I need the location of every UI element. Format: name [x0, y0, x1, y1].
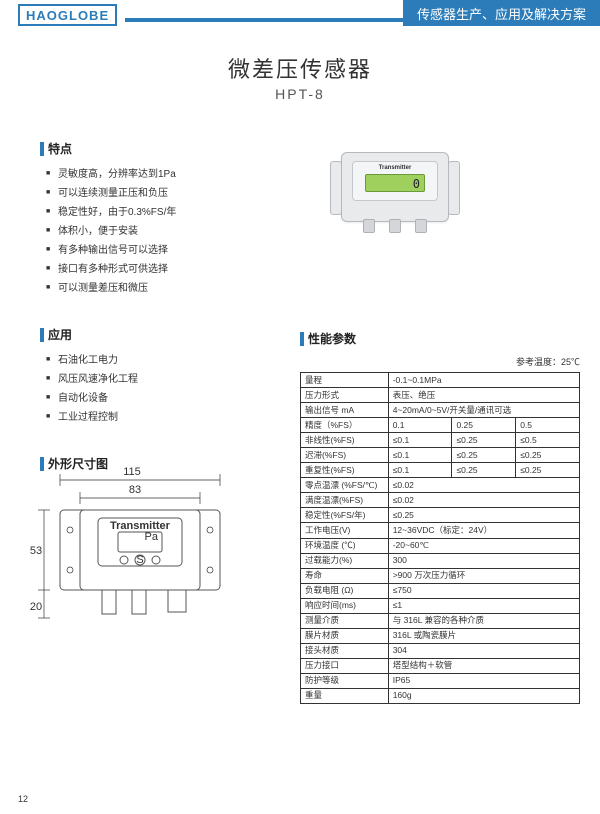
- dimension-drawing: 115 83 Transmitter Pa S 53 20: [20, 460, 250, 660]
- feature-item: 有多种输出信号可以选择: [46, 241, 300, 260]
- device-brand-label: Transmitter: [353, 165, 437, 171]
- spec-label: 膜片材质: [301, 628, 389, 643]
- spec-label: 防护等级: [301, 673, 389, 688]
- spec-value: 4~20mA/0~5V/开关量/通讯可选: [388, 403, 579, 418]
- spec-value: 与 316L 兼容的各种介质: [388, 613, 579, 628]
- application-item: 风压风速净化工程: [46, 370, 300, 389]
- applications-list: 石油化工电力 风压风速净化工程 自动化设备 工业过程控制: [40, 351, 300, 427]
- application-item: 工业过程控制: [46, 408, 300, 427]
- spec-value: ≤1: [388, 598, 579, 613]
- spec-label: 过载能力(%): [301, 553, 389, 568]
- spec-value: ≤0.25: [452, 433, 516, 448]
- spec-label: 寿命: [301, 568, 389, 583]
- spec-label: 接头材质: [301, 643, 389, 658]
- header-subtitle: 传感器生产、应用及解决方案: [403, 0, 600, 26]
- specs-note: 参考温度：25℃: [300, 355, 580, 368]
- feature-item: 灵敏度高，分辨率达到1Pa: [46, 165, 300, 184]
- spec-value: ≤0.25: [452, 448, 516, 463]
- feature-item: 接口有多种形式可供选择: [46, 260, 300, 279]
- device-brand-label-drawing: Transmitter: [110, 520, 171, 532]
- features-section: 特点 灵敏度高，分辨率达到1Pa 可以连续测量正压和负压 稳定性好，由于0.3%…: [40, 140, 300, 298]
- spec-label: 工作电压(V): [301, 523, 389, 538]
- page-header: HAOGLOBE 传感器生产、应用及解决方案: [0, 0, 600, 26]
- spec-value: ≤0.1: [388, 463, 452, 478]
- spec-label: 重复性(%FS): [301, 463, 389, 478]
- feature-item: 体积小，便于安装: [46, 222, 300, 241]
- spec-label: 响应时间(ms): [301, 598, 389, 613]
- spec-value: ≤0.25: [516, 448, 580, 463]
- dim-w-outer: 115: [123, 466, 141, 478]
- page-number: 12: [18, 794, 28, 804]
- port-icon: [389, 219, 401, 233]
- port-icon: [415, 219, 427, 233]
- spec-label: 迟滞(%FS): [301, 448, 389, 463]
- spec-label: 零点温漂 (%FS/℃): [301, 478, 389, 493]
- spec-value: ≤0.25: [516, 463, 580, 478]
- spec-label: 满度温漂(%FS): [301, 493, 389, 508]
- dim-h-port: 20: [30, 601, 42, 613]
- dim-w-inner: 83: [129, 484, 141, 496]
- spec-label: 稳定性(%FS/年): [301, 508, 389, 523]
- specs-table: 量程-0.1~0.1MPa压力形式表压、绝压输出信号 mA4~20mA/0~5V…: [300, 372, 580, 704]
- spec-value: ≤0.25: [388, 508, 579, 523]
- spec-value: IP65: [388, 673, 579, 688]
- specs-section: 性能参数 参考温度：25℃ 量程-0.1~0.1MPa压力形式表压、绝压输出信号…: [300, 330, 580, 704]
- feature-item: 可以连续测量正压和负压: [46, 184, 300, 203]
- svg-text:Pa: Pa: [145, 531, 159, 543]
- spec-value: -20~60℃: [388, 538, 579, 553]
- spec-label: 负载电阻 (Ω): [301, 583, 389, 598]
- spec-value: ≤0.02: [388, 478, 579, 493]
- spec-label: 输出信号 mA: [301, 403, 389, 418]
- feature-item: 可以测量差压和微压: [46, 279, 300, 298]
- spec-label: 量程: [301, 373, 389, 388]
- applications-section: 应用 石油化工电力 风压风速净化工程 自动化设备 工业过程控制: [40, 326, 300, 427]
- spec-value: 0.25: [452, 418, 516, 433]
- feature-item: 稳定性好，由于0.3%FS/年: [46, 203, 300, 222]
- spec-value: 0.1: [388, 418, 452, 433]
- spec-value: ≤0.1: [388, 433, 452, 448]
- spec-value: ≤0.02: [388, 493, 579, 508]
- product-model: HPT-8: [0, 86, 600, 102]
- spec-label: 压力形式: [301, 388, 389, 403]
- header-divider: [125, 18, 403, 22]
- spec-value: ≤0.5: [516, 433, 580, 448]
- spec-value: ≤750: [388, 583, 579, 598]
- title-block: 微差压传感器 HPT-8: [0, 52, 600, 102]
- spec-value: 表压、绝压: [388, 388, 579, 403]
- applications-heading: 应用: [40, 326, 300, 343]
- left-column: 特点 灵敏度高，分辨率达到1Pa 可以连续测量正压和负压 稳定性好，由于0.3%…: [40, 140, 300, 480]
- brand-logo: HAOGLOBE: [18, 4, 117, 26]
- spec-label: 环境温度 (℃): [301, 538, 389, 553]
- specs-heading: 性能参数: [300, 330, 580, 347]
- spec-label: 重量: [301, 688, 389, 703]
- spec-value: 316L 或陶瓷膜片: [388, 628, 579, 643]
- application-item: 自动化设备: [46, 389, 300, 408]
- spec-label: 非线性(%FS): [301, 433, 389, 448]
- dim-h-body: 53: [30, 545, 42, 557]
- spec-value: 160g: [388, 688, 579, 703]
- svg-text:S: S: [136, 554, 143, 566]
- spec-value: -0.1~0.1MPa: [388, 373, 579, 388]
- spec-label: 精度（%FS）: [301, 418, 389, 433]
- spec-value: ≤0.25: [452, 463, 516, 478]
- spec-value: ≤0.1: [388, 448, 452, 463]
- spec-value: 304: [388, 643, 579, 658]
- port-icon: [363, 219, 375, 233]
- features-heading: 特点: [40, 140, 300, 157]
- application-item: 石油化工电力: [46, 351, 300, 370]
- product-image: Transmitter 0: [330, 152, 460, 252]
- features-list: 灵敏度高，分辨率达到1Pa 可以连续测量正压和负压 稳定性好，由于0.3%FS/…: [40, 165, 300, 298]
- spec-value: 塔型结构＋软管: [388, 658, 579, 673]
- device-lcd: 0: [365, 174, 425, 192]
- spec-label: 测量介质: [301, 613, 389, 628]
- spec-label: 压力接口: [301, 658, 389, 673]
- product-title: 微差压传感器: [0, 52, 600, 84]
- spec-value: 0.5: [516, 418, 580, 433]
- spec-value: 12~36VDC（标定：24V）: [388, 523, 579, 538]
- spec-value: >900 万次压力循环: [388, 568, 579, 583]
- spec-value: 300: [388, 553, 579, 568]
